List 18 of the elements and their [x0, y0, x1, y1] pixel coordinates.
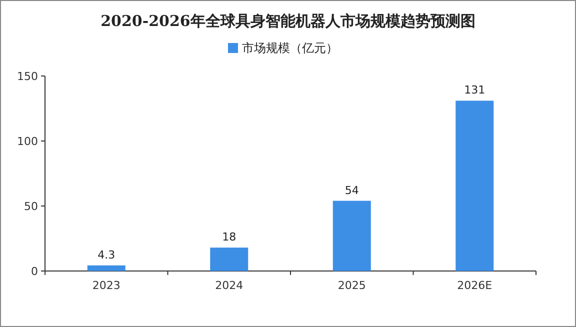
- y-tick-label: 0: [31, 265, 38, 278]
- y-tick-label: 100: [17, 135, 38, 148]
- chart-title: 2020-2026年全球具身智能机器人市场规模趋势预测图: [100, 12, 476, 30]
- bar: [87, 265, 126, 271]
- data-label: 4.3: [98, 248, 116, 262]
- x-tick-label: 2024: [215, 279, 244, 292]
- data-label: 131: [464, 84, 486, 97]
- bar: [210, 248, 248, 271]
- legend-label: 市场规模（亿元）: [242, 41, 338, 55]
- bar: [456, 100, 494, 271]
- x-tick-label: 2025: [338, 279, 366, 292]
- data-label: 54: [344, 184, 359, 197]
- data-label: 18: [222, 230, 236, 244]
- bar: [332, 200, 371, 271]
- x-tick-label: 2026E: [457, 279, 492, 292]
- y-tick-label: 50: [24, 200, 38, 213]
- y-tick-label: 150: [17, 70, 38, 83]
- x-tick-label: 2023: [92, 279, 120, 292]
